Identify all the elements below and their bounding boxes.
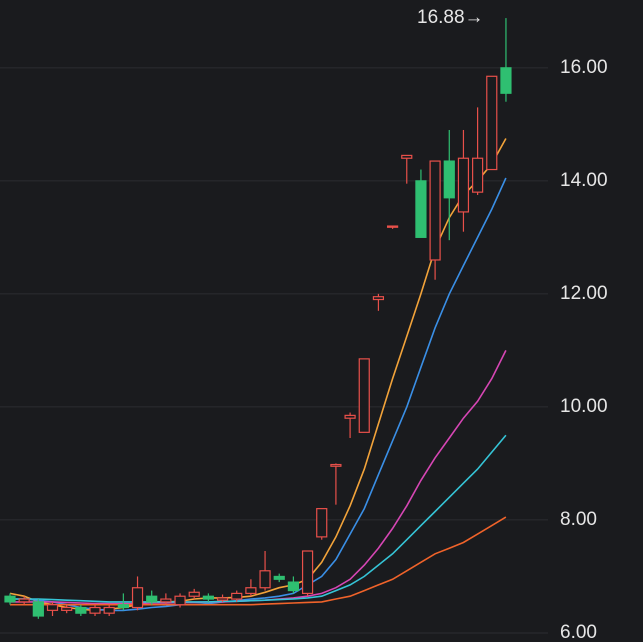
- candle-body: [89, 606, 101, 614]
- candle-body: [188, 591, 200, 597]
- candle-body: [231, 592, 243, 600]
- candle-body: [146, 595, 158, 603]
- candle-body: [202, 595, 214, 600]
- y-tick-label: 6.00: [560, 622, 597, 642]
- candle-body: [174, 595, 186, 606]
- moving-average-line: [10, 516, 507, 606]
- candle-body: [415, 180, 427, 238]
- candle-body: [117, 604, 129, 609]
- candle-body: [443, 160, 455, 199]
- candle-body: [316, 508, 328, 538]
- candle-body: [401, 154, 413, 159]
- high-annotation: 16.88→: [417, 7, 484, 28]
- candle-body: [457, 157, 470, 213]
- y-tick-label: 14.00: [560, 170, 608, 191]
- candle-body: [160, 598, 172, 603]
- candle-body: [344, 414, 356, 419]
- candle-body: [18, 598, 30, 603]
- y-tick-label: 10.00: [560, 396, 608, 417]
- candle-body: [500, 67, 512, 94]
- candle-body: [4, 595, 16, 603]
- candle-body: [287, 581, 299, 592]
- y-tick-label: 12.00: [560, 283, 608, 304]
- candle-body: [61, 606, 73, 611]
- candle-body: [358, 358, 370, 433]
- candle-body: [273, 575, 285, 580]
- candle-body: [131, 587, 144, 609]
- candle-body: [330, 463, 342, 467]
- candle-body: [301, 550, 314, 594]
- candle-body: [32, 601, 44, 617]
- candle-body: [372, 296, 385, 301]
- candle-body: [103, 606, 115, 614]
- candle-body: [486, 75, 498, 171]
- candle-body: [245, 587, 257, 594]
- candle-body: [75, 606, 87, 614]
- y-tick-label: 8.00: [560, 509, 597, 530]
- candle-body: [386, 225, 399, 228]
- y-tick-label: 16.00: [560, 57, 608, 78]
- candle-body: [429, 160, 441, 261]
- moving-average-line: [10, 434, 507, 603]
- candle-body: [472, 157, 484, 193]
- candle-body: [46, 604, 59, 611]
- candle-body: [216, 597, 229, 601]
- candle-body: [259, 570, 271, 589]
